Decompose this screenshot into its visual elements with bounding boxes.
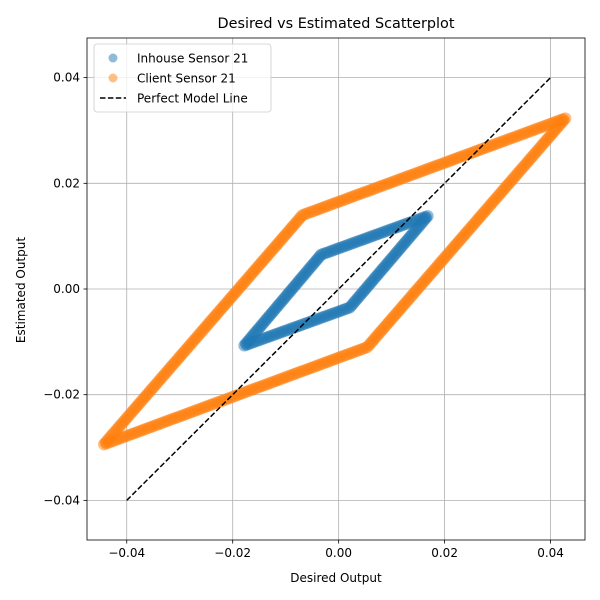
y-tick-label: −0.04: [43, 493, 80, 507]
legend-marker: [108, 73, 118, 83]
x-tick-label: 0.02: [431, 546, 458, 560]
data-point: [100, 437, 113, 450]
grid: [87, 38, 585, 540]
perfect-model-line: [126, 77, 552, 501]
data-point: [240, 338, 253, 351]
legend-label: Client Sensor 21: [137, 72, 236, 86]
axis-ticks: −0.04 −0.02 0.00 0.02 0.04 −0.04 −0.02 0.00 0.02…: [43, 71, 564, 560]
legend-box: [93, 43, 272, 113]
chart-title: Desired vs Estimated Scatterplot: [218, 16, 455, 32]
y-tick-label: −0.02: [43, 388, 80, 402]
x-tick-label: −0.02: [214, 546, 251, 560]
legend-label: Perfect Model Line: [137, 92, 248, 106]
legend: Inhouse Sensor 21 Client Sensor 21 Perfect…: [93, 43, 272, 113]
x-tick-label: 0.00: [325, 546, 352, 560]
legend-label: Inhouse Sensor 21: [137, 52, 248, 66]
y-tick-label: 0.00: [53, 282, 80, 296]
y-tick-label: 0.02: [53, 176, 80, 190]
legend-marker: [108, 53, 118, 63]
plot-area: [97, 77, 572, 501]
x-tick-label: −0.04: [108, 546, 145, 560]
series-1: [97, 112, 572, 451]
x-axis-label: Desired Output: [290, 571, 382, 585]
x-tick-label: 0.04: [537, 546, 564, 560]
y-axis-label: Estimated Output: [14, 237, 28, 343]
y-tick-label: 0.04: [53, 71, 80, 85]
